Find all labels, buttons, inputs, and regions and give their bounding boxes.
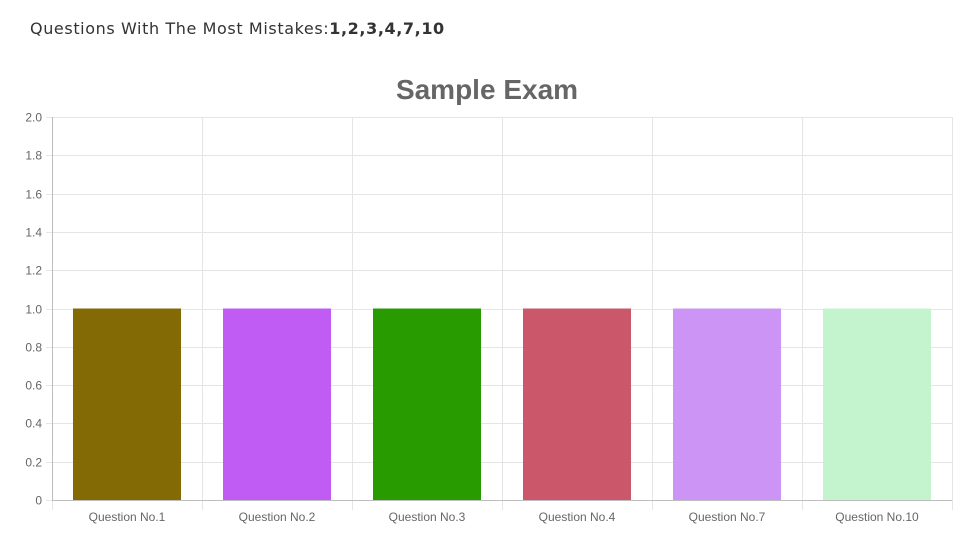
y-tick-label: 1.2 [25, 264, 42, 278]
bar [373, 308, 481, 500]
x-tick-label: Question No.4 [539, 510, 616, 524]
x-tick-label: Question No.7 [689, 510, 766, 524]
bar [673, 308, 781, 500]
x-axis-ticks: Question No.1 Question No.2 Question No.3 Q… [89, 510, 919, 524]
chart-bars [73, 308, 931, 500]
y-axis-ticks: 0 0.2 0.4 0.6 0.8 1.0 1.2 1.4 1.6 1.8 2.0 [25, 111, 42, 508]
y-tick-label: 0 [35, 494, 42, 508]
y-tick-label: 0.8 [25, 341, 42, 355]
y-tick-label: 0.2 [25, 456, 42, 470]
y-tick-label: 2.0 [25, 111, 42, 125]
chart-grid [46, 117, 953, 510]
x-tick-label: Question No.3 [389, 510, 466, 524]
chart-title: Sample Exam [396, 74, 578, 105]
x-tick-label: Question No.1 [89, 510, 166, 524]
y-tick-label: 1.4 [25, 226, 42, 240]
mistakes-summary-label: Questions With The Most Mistakes: [30, 19, 330, 38]
y-tick-label: 0.6 [25, 379, 42, 393]
mistakes-summary: Questions With The Most Mistakes:1,2,3,4… [30, 19, 445, 38]
bar [523, 308, 631, 500]
x-tick-label: Question No.2 [239, 510, 316, 524]
bar [823, 308, 931, 500]
y-tick-label: 1.0 [25, 303, 42, 317]
mistakes-summary-value: 1,2,3,4,7,10 [329, 19, 445, 38]
y-tick-label: 0.4 [25, 417, 42, 431]
bar [73, 308, 181, 500]
chart-axes [52, 117, 952, 501]
x-tick-label: Question No.10 [835, 510, 919, 524]
y-tick-label: 1.8 [25, 149, 42, 163]
y-tick-label: 1.6 [25, 188, 42, 202]
bar [223, 308, 331, 500]
